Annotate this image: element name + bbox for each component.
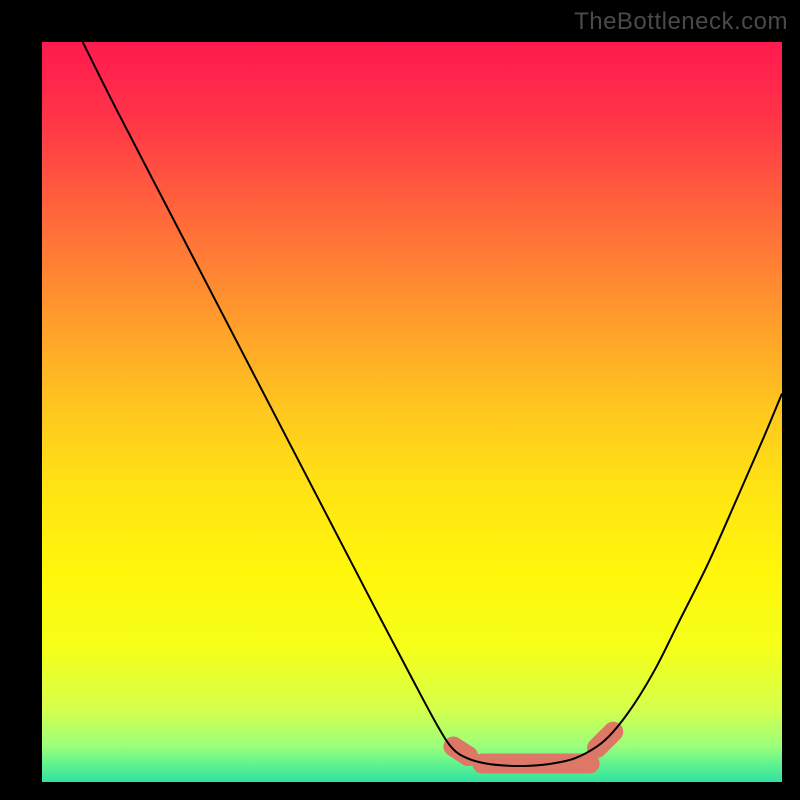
watermark-text: TheBottleneck.com <box>574 8 788 36</box>
heat-gradient-background <box>42 42 782 782</box>
chart-container: TheBottleneck.com <box>0 0 800 800</box>
bottleneck-chart <box>0 0 800 800</box>
